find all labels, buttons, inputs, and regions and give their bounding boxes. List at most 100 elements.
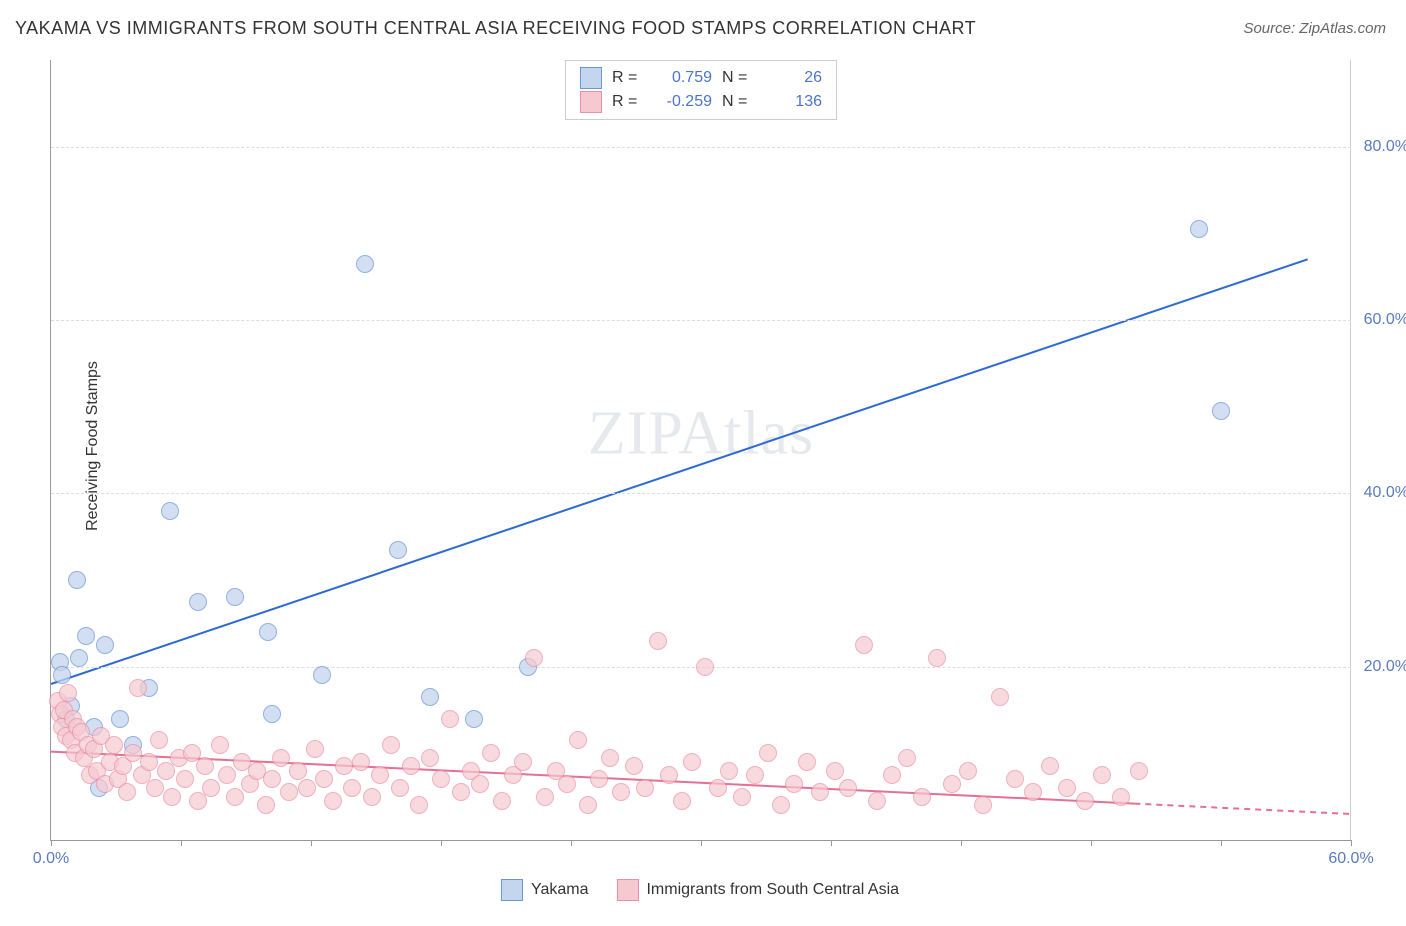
scatter-point bbox=[111, 710, 129, 728]
scatter-point bbox=[590, 770, 608, 788]
scatter-point bbox=[465, 710, 483, 728]
scatter-point bbox=[77, 627, 95, 645]
scatter-point bbox=[389, 541, 407, 559]
legend-n-label: N = bbox=[722, 90, 756, 114]
scatter-point bbox=[525, 649, 543, 667]
scatter-point bbox=[315, 770, 333, 788]
scatter-point bbox=[68, 571, 86, 589]
legend-label: Yakama bbox=[531, 881, 589, 899]
scatter-point bbox=[785, 775, 803, 793]
scatter-point bbox=[272, 749, 290, 767]
scatter-point bbox=[226, 788, 244, 806]
scatter-point bbox=[493, 792, 511, 810]
scatter-point bbox=[140, 753, 158, 771]
legend-swatch bbox=[501, 879, 523, 901]
scatter-point bbox=[569, 731, 587, 749]
scatter-point bbox=[105, 736, 123, 754]
scatter-point bbox=[402, 757, 420, 775]
scatter-point bbox=[352, 753, 370, 771]
scatter-point bbox=[673, 792, 691, 810]
scatter-point bbox=[163, 788, 181, 806]
scatter-point bbox=[660, 766, 678, 784]
x-tick bbox=[1351, 840, 1352, 846]
scatter-point bbox=[218, 766, 236, 784]
scatter-point bbox=[826, 762, 844, 780]
legend-swatch bbox=[616, 879, 638, 901]
x-tick bbox=[1091, 840, 1092, 846]
scatter-point bbox=[898, 749, 916, 767]
scatter-point bbox=[452, 783, 470, 801]
scatter-point bbox=[280, 783, 298, 801]
scatter-point bbox=[150, 731, 168, 749]
scatter-point bbox=[733, 788, 751, 806]
scatter-point bbox=[289, 762, 307, 780]
x-tick-label: 60.0% bbox=[1328, 850, 1373, 868]
scatter-point bbox=[161, 502, 179, 520]
x-tick bbox=[441, 840, 442, 846]
scatter-point bbox=[913, 788, 931, 806]
scatter-point bbox=[1076, 792, 1094, 810]
trend-lines-layer bbox=[51, 60, 1351, 840]
scatter-point bbox=[1024, 783, 1042, 801]
scatter-point bbox=[1130, 762, 1148, 780]
y-tick-label: 80.0% bbox=[1364, 138, 1406, 156]
series-legend: Yakama Immigrants from South Central Asia bbox=[501, 854, 899, 926]
gridline bbox=[51, 147, 1351, 148]
scatter-point bbox=[974, 796, 992, 814]
scatter-point bbox=[798, 753, 816, 771]
scatter-point bbox=[335, 757, 353, 775]
scatter-point bbox=[96, 636, 114, 654]
trend-line bbox=[51, 259, 1308, 684]
scatter-point bbox=[356, 255, 374, 273]
scatter-point bbox=[118, 783, 136, 801]
scatter-point bbox=[649, 632, 667, 650]
correlation-legend: R =0.759N =26R =-0.259N =136 bbox=[565, 60, 837, 120]
scatter-point bbox=[391, 779, 409, 797]
watermark-text: ZIPAtlas bbox=[588, 399, 814, 470]
x-tick-label: 0.0% bbox=[33, 850, 69, 868]
scatter-point bbox=[226, 588, 244, 606]
scatter-point bbox=[259, 623, 277, 641]
x-tick bbox=[961, 840, 962, 846]
scatter-point bbox=[943, 775, 961, 793]
trend-line-dashed bbox=[1134, 804, 1351, 814]
scatter-point bbox=[53, 666, 71, 684]
legend-row: R =-0.259N =136 bbox=[580, 90, 822, 114]
scatter-point bbox=[928, 649, 946, 667]
scatter-point bbox=[811, 783, 829, 801]
scatter-point bbox=[313, 666, 331, 684]
gridline bbox=[51, 320, 1351, 321]
scatter-point bbox=[482, 744, 500, 762]
chart-title: YAKAMA VS IMMIGRANTS FROM SOUTH CENTRAL … bbox=[15, 18, 976, 39]
scatter-point bbox=[746, 766, 764, 784]
scatter-point bbox=[868, 792, 886, 810]
scatter-point bbox=[410, 796, 428, 814]
legend-item: Yakama bbox=[501, 879, 589, 901]
chart-plot-area: ZIPAtlas R =0.759N =26R =-0.259N =136 20… bbox=[50, 60, 1351, 841]
scatter-point bbox=[883, 766, 901, 784]
scatter-point bbox=[696, 658, 714, 676]
legend-r-label: R = bbox=[612, 90, 646, 114]
scatter-point bbox=[536, 788, 554, 806]
legend-item: Immigrants from South Central Asia bbox=[616, 879, 899, 901]
scatter-point bbox=[129, 679, 147, 697]
legend-n-label: N = bbox=[722, 66, 756, 90]
scatter-point bbox=[839, 779, 857, 797]
scatter-point bbox=[759, 744, 777, 762]
scatter-point bbox=[59, 684, 77, 702]
x-tick bbox=[51, 840, 52, 846]
scatter-point bbox=[514, 753, 532, 771]
x-tick bbox=[1221, 840, 1222, 846]
scatter-point bbox=[1190, 220, 1208, 238]
scatter-point bbox=[558, 775, 576, 793]
x-tick bbox=[311, 840, 312, 846]
plot-right-border bbox=[1350, 60, 1351, 840]
scatter-point bbox=[772, 796, 790, 814]
scatter-point bbox=[176, 770, 194, 788]
scatter-point bbox=[991, 688, 1009, 706]
legend-n-value: 26 bbox=[766, 66, 822, 90]
scatter-point bbox=[298, 779, 316, 797]
legend-label: Immigrants from South Central Asia bbox=[646, 881, 899, 899]
scatter-point bbox=[306, 740, 324, 758]
scatter-point bbox=[382, 736, 400, 754]
